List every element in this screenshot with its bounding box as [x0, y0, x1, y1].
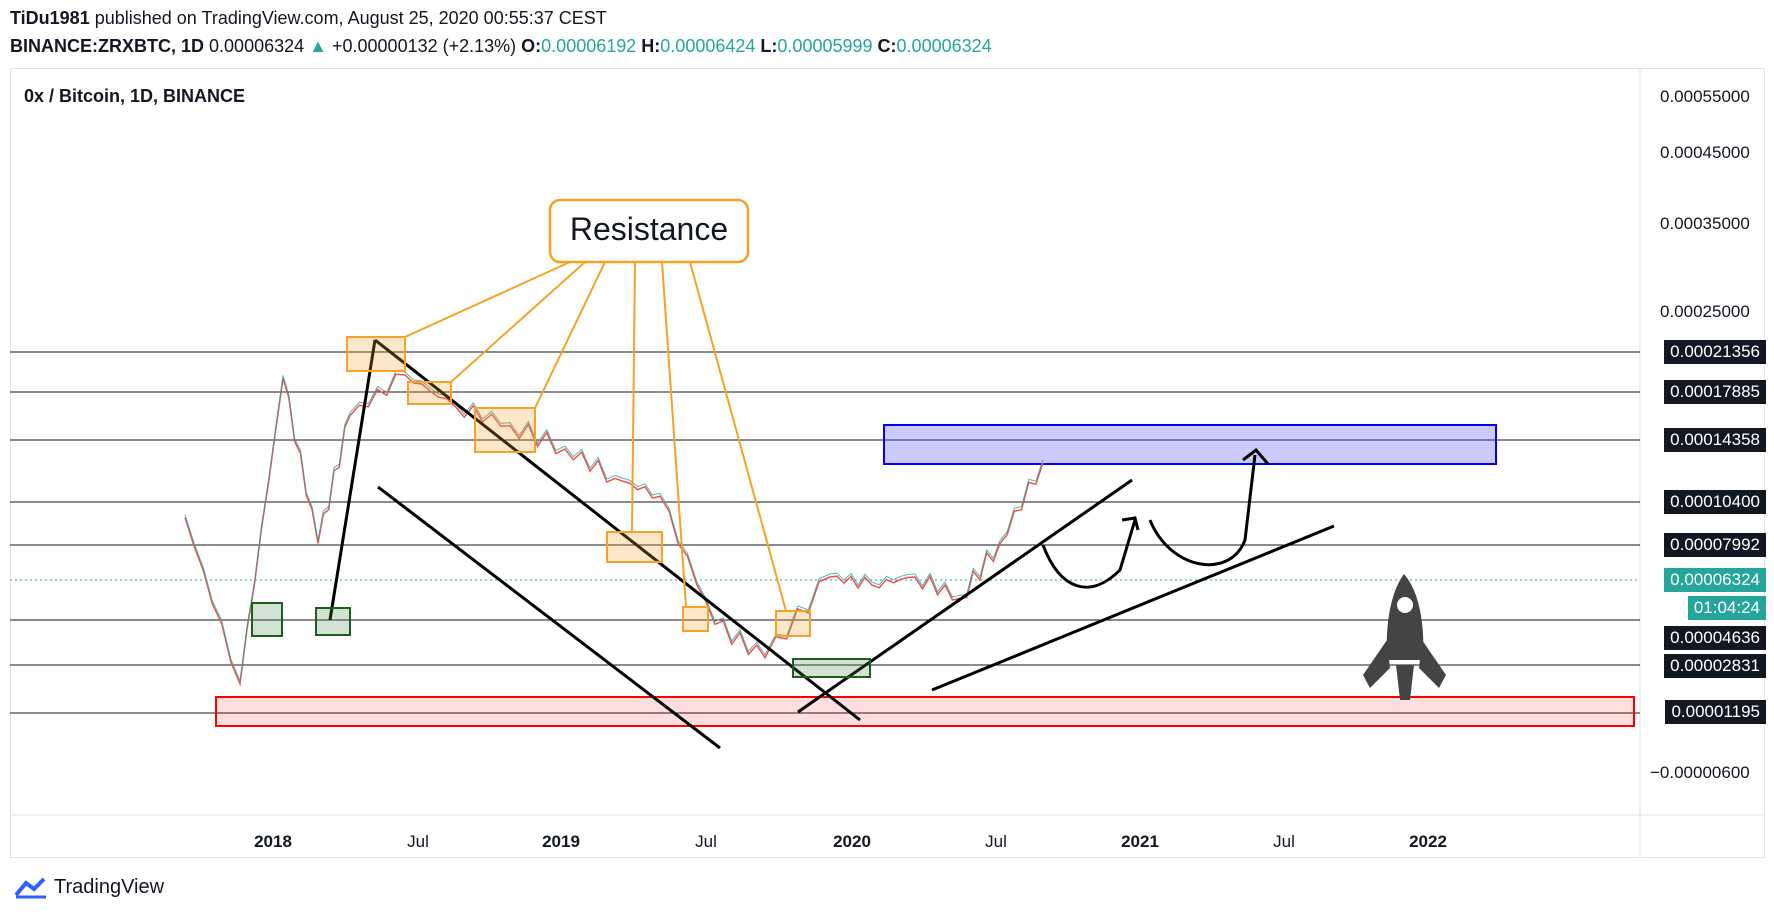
- time-tick: Jul: [985, 832, 1007, 851]
- support-box-1: [251, 602, 283, 637]
- resistance-box-1: [346, 336, 406, 372]
- trend-lines: [328, 338, 1335, 750]
- arrow-head-1: [1121, 516, 1140, 531]
- time-tick: 2018: [254, 832, 292, 851]
- open-label: O:: [521, 36, 542, 56]
- support-boxes: [251, 602, 871, 678]
- resistance-callout-box: [548, 198, 750, 264]
- symbol-legend: BINANCE:ZRXBTC, 1D 0.00006324 ▲ +0.00000…: [10, 36, 992, 57]
- level-label: 0.00001195: [1665, 700, 1766, 724]
- price-series: [184, 373, 1044, 687]
- chart-title: 0x / Bitcoin, 1D, BINANCE: [24, 86, 246, 106]
- projection-arrow-2: [1148, 454, 1257, 567]
- rocket-icon: [1363, 574, 1446, 700]
- level-label: 0.00004636: [1664, 626, 1766, 650]
- tradingview-logo-icon: [14, 877, 46, 898]
- price-series-up: [184, 370, 1044, 683]
- arrow-head-2: [1242, 447, 1270, 465]
- level-label: 0.00021356: [1664, 340, 1766, 364]
- symbol-interval: BINANCE:ZRXBTC, 1D: [10, 36, 205, 56]
- price-tick: 0.00035000: [1660, 214, 1750, 233]
- publisher-name[interactable]: TiDu1981: [10, 8, 90, 28]
- resistance-box-3: [474, 407, 536, 453]
- level-label: 0.00014358: [1664, 428, 1766, 452]
- brand-name: TradingView: [54, 876, 165, 898]
- level-label: 0.00017885: [1664, 380, 1766, 404]
- resistance-box-6: [775, 610, 811, 637]
- time-tick: Jul: [695, 832, 717, 851]
- time-tick: Jul: [407, 832, 429, 851]
- time-tick: 2020: [833, 832, 871, 851]
- support-box-3: [792, 658, 871, 678]
- level-label: 0.00010400: [1664, 490, 1766, 514]
- price-change: +0.00000132 (+2.13%): [332, 36, 517, 56]
- time-tick: 2019: [542, 832, 580, 851]
- publish-text: published on TradingView.com, August 25,…: [94, 8, 607, 28]
- close-label: C:: [877, 36, 897, 56]
- level-label: 0.00007992: [1664, 533, 1766, 557]
- countdown-label: 01:04:24: [1687, 596, 1766, 620]
- price-tick: 0.00055000: [1660, 87, 1750, 106]
- high-label: H:: [641, 36, 661, 56]
- channel-upper: [374, 338, 861, 722]
- current-price-label: 0.00006324: [1664, 568, 1766, 592]
- open-value: 0.00006192: [541, 36, 637, 56]
- resistance-callout-text: Resistance: [570, 211, 728, 247]
- support-box-2: [315, 607, 351, 636]
- projection-arrow-1: [1041, 519, 1137, 589]
- publish-info: TiDu1981 published on TradingView.com, A…: [10, 8, 607, 29]
- high-value: 0.00006424: [660, 36, 756, 56]
- price-tick: 0.00025000: [1660, 302, 1750, 321]
- support-zone: [215, 696, 1635, 727]
- low-value: 0.00005999: [777, 36, 873, 56]
- callout-connectors: [404, 261, 787, 612]
- time-tick: Jul: [1273, 832, 1295, 851]
- resistance-box-2: [407, 381, 452, 405]
- resistance-box-5: [682, 606, 709, 632]
- level-label: 0.00002831: [1664, 654, 1766, 678]
- close-value: 0.00006324: [896, 36, 992, 56]
- chart-frame[interactable]: [10, 68, 1765, 858]
- channel-lower: [377, 485, 721, 750]
- tradingview-brand[interactable]: TradingView: [14, 876, 164, 899]
- low-label: L:: [760, 36, 778, 56]
- target-zone: [883, 424, 1497, 465]
- resistance-boxes: [346, 336, 811, 637]
- time-tick: 2022: [1409, 832, 1447, 851]
- trend-up-spike: [328, 339, 377, 621]
- price-tick: −0.00000600: [1650, 763, 1750, 782]
- last-price: 0.00006324: [209, 36, 305, 56]
- price-tick: 0.00045000: [1660, 143, 1750, 162]
- up-triangle-icon: ▲: [309, 36, 327, 56]
- wedge-upper: [797, 478, 1133, 714]
- resistance-box-4: [606, 531, 663, 563]
- wedge-lower: [931, 524, 1335, 692]
- time-tick: 2021: [1121, 832, 1159, 851]
